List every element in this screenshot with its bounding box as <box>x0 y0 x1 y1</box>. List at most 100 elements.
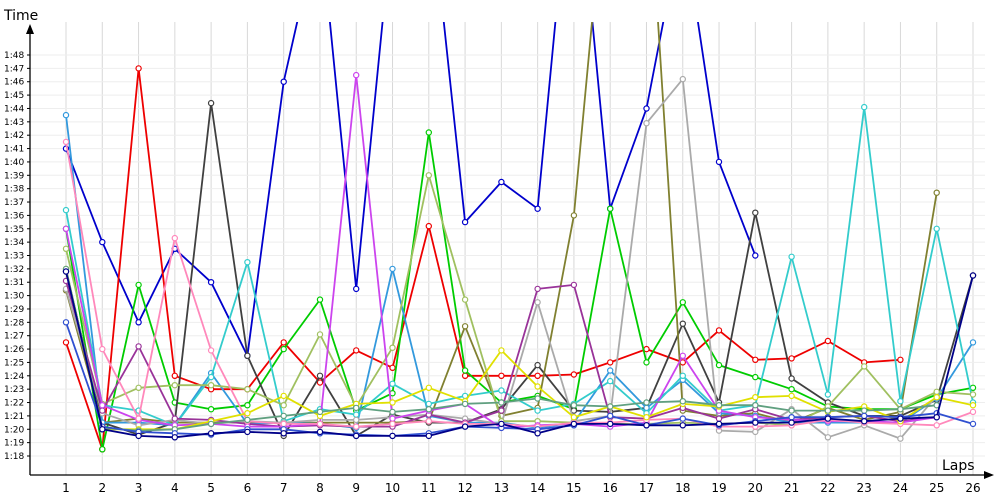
data-point <box>99 426 106 433</box>
data-point <box>316 372 324 379</box>
data-point <box>316 408 324 416</box>
data-point <box>607 403 614 410</box>
data-point <box>861 412 868 420</box>
y-tick-label: 1:23 <box>4 385 24 395</box>
series-line <box>65 268 974 431</box>
y-tick-label: 1:34 <box>4 238 24 248</box>
series-line <box>65 141 974 428</box>
data-point <box>461 218 469 226</box>
data-point <box>534 407 541 414</box>
data-point <box>534 372 541 379</box>
data-point <box>316 420 324 428</box>
data-point <box>389 399 396 406</box>
data-point <box>244 416 251 424</box>
x-tick-label: 4 <box>171 481 179 495</box>
y-tick-label: 1:26 <box>4 345 24 355</box>
x-tick-label: 17 <box>639 481 654 495</box>
data-point <box>207 99 215 107</box>
data-point <box>643 359 650 366</box>
y-tick-label: 1:30 <box>4 292 24 302</box>
data-point <box>316 331 324 338</box>
data-point <box>679 415 687 422</box>
data-point <box>135 343 142 350</box>
data-point <box>498 387 505 394</box>
data-point <box>280 392 287 400</box>
data-point <box>643 422 650 429</box>
data-point <box>933 189 940 196</box>
data-point <box>788 392 795 400</box>
data-point <box>280 430 287 437</box>
data-point <box>715 402 723 409</box>
data-point <box>171 415 178 422</box>
data-point <box>643 105 650 112</box>
data-point <box>861 363 868 370</box>
x-tick-label: 20 <box>748 481 763 495</box>
y-tick-label: 1:44 <box>4 104 24 114</box>
data-point <box>534 285 541 293</box>
data-point <box>498 420 505 428</box>
series-14 <box>62 265 940 434</box>
data-point <box>316 428 324 436</box>
data-point <box>570 281 578 289</box>
data-point <box>969 339 977 346</box>
y-tick-label: 1:31 <box>4 278 24 288</box>
data-point <box>353 416 360 424</box>
data-point <box>135 281 142 289</box>
data-point <box>969 391 977 398</box>
y-tick-label: 1:19 <box>4 439 24 449</box>
data-point <box>280 420 287 428</box>
data-point <box>425 172 432 179</box>
data-point <box>461 400 469 408</box>
x-tick-label: 15 <box>566 481 581 495</box>
data-point <box>534 205 541 212</box>
data-point <box>607 377 614 385</box>
data-point <box>933 422 940 429</box>
data-point <box>389 415 396 422</box>
series-3 <box>62 129 977 453</box>
y-tick-label: 1:45 <box>4 91 24 101</box>
data-point <box>969 272 977 279</box>
data-point <box>643 119 650 127</box>
data-point <box>788 419 795 426</box>
data-point <box>171 434 178 441</box>
data-point <box>353 404 360 412</box>
y-tick-label: 1:27 <box>4 332 24 342</box>
data-point <box>897 435 904 442</box>
data-point <box>643 404 650 412</box>
data-point <box>679 398 687 405</box>
data-point <box>788 375 795 382</box>
data-point <box>752 356 759 363</box>
y-tick-label: 1:47 <box>4 64 24 74</box>
y-tick-label: 1:28 <box>4 318 24 328</box>
series-line <box>65 102 974 437</box>
data-point <box>389 432 396 440</box>
data-point <box>824 434 832 441</box>
series-line <box>65 67 901 451</box>
x-axis-title: Laps <box>942 458 975 474</box>
data-point <box>135 384 142 391</box>
data-point <box>207 420 215 428</box>
data-point <box>752 373 759 381</box>
data-point <box>933 225 940 232</box>
data-point <box>715 327 723 334</box>
data-point <box>752 252 759 259</box>
data-point <box>607 420 614 428</box>
data-point <box>389 265 396 273</box>
data-point <box>135 415 142 422</box>
x-tick-label: 13 <box>494 481 509 495</box>
x-tick-label: 6 <box>244 481 252 495</box>
x-axis-arrow <box>984 471 994 479</box>
y-tick-label: 1:20 <box>4 425 24 435</box>
data-point <box>788 355 795 362</box>
data-point <box>498 347 505 354</box>
data-point <box>607 359 614 366</box>
data-point <box>425 384 432 391</box>
y-axis-arrow <box>26 24 34 34</box>
data-point <box>244 352 251 359</box>
series-lines <box>62 22 977 453</box>
y-tick-label: 1:25 <box>4 358 24 368</box>
data-point <box>389 380 396 387</box>
data-point <box>389 420 396 428</box>
data-point <box>824 337 832 345</box>
